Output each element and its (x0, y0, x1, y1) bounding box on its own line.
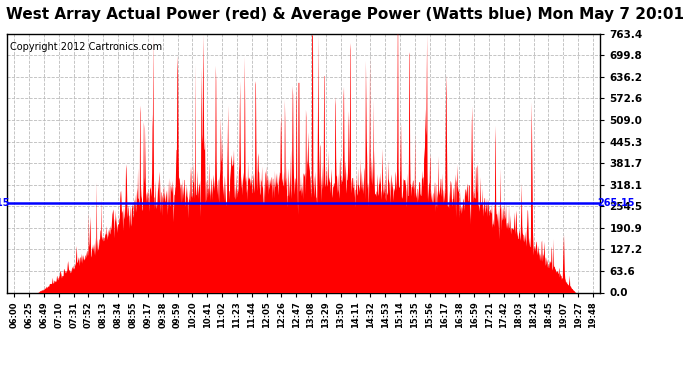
Text: West Array Actual Power (red) & Average Power (Watts blue) Mon May 7 20:01: West Array Actual Power (red) & Average … (6, 8, 684, 22)
Text: 265.15: 265.15 (0, 198, 10, 208)
Text: 265.15: 265.15 (598, 198, 635, 208)
Text: Copyright 2012 Cartronics.com: Copyright 2012 Cartronics.com (10, 42, 162, 51)
